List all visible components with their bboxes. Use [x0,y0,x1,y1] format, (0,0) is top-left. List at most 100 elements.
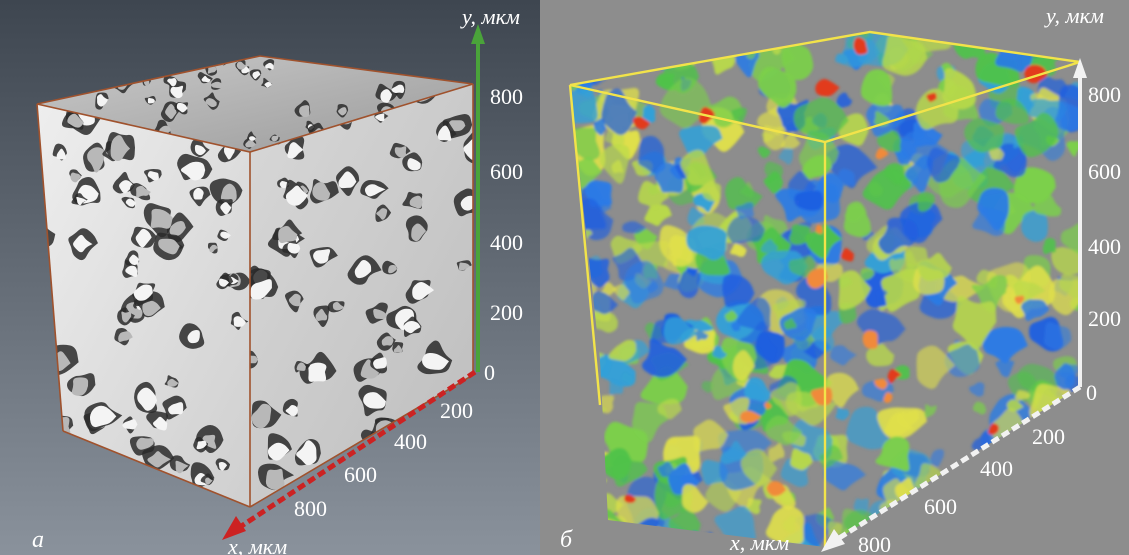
y-tick-600: 600 [1088,159,1121,184]
y-tick-0: 0 [1086,380,1097,405]
pore-wall [76,196,87,206]
pore-wall [165,104,177,120]
pore-wall [202,434,217,449]
high-density-spot [988,423,999,435]
volume-blob [731,107,747,124]
high-density-spot [740,410,762,423]
pore-wall [394,146,407,158]
volume-blob [678,269,701,299]
x-tick-200: 200 [1032,424,1065,449]
volume-blob [1054,101,1080,132]
volume-blob [915,88,959,130]
pore-wall [187,330,200,344]
pore-wall [312,182,331,201]
pore-wall [205,98,217,108]
volume-blob [757,146,771,159]
volume-blob [682,484,709,513]
pore-wall [360,359,382,379]
pore-wall [338,171,357,189]
pore-wall [89,405,117,428]
volume-blob [601,88,637,135]
high-density-spot [875,148,889,160]
pore-wall [236,61,247,70]
volume-blob [732,350,755,382]
pore-wall [176,102,188,113]
pore-wall [364,184,386,197]
volume-blob [1044,322,1072,350]
volume-blob [930,449,945,467]
y-tick-800: 800 [1088,82,1121,107]
pore-wall [373,308,387,320]
pore-wall [143,79,150,87]
pore-wall [67,113,85,128]
high-density-spot [815,79,840,97]
pore-wall [209,244,218,253]
pore-wall [196,440,207,450]
pore-wall [122,419,138,430]
volume-blob [726,216,766,245]
volume-blob [1013,167,1056,204]
volume-blob [680,149,716,187]
panel-a-letter: а [32,527,44,553]
volume-blob [838,270,872,310]
x-tick-800: 800 [294,496,327,521]
volume-blob [609,379,624,395]
x-axis-arrowhead [821,529,845,552]
pore-wall [380,89,392,104]
x-tick-200: 200 [440,398,473,423]
y-tick-600: 600 [490,159,523,184]
pore-wall [391,84,405,94]
volume-blob [913,121,943,148]
pore-wall [170,85,184,99]
y-axis-arrowhead [471,24,485,44]
volume-blob [601,282,617,296]
volume-blob [731,321,742,332]
volume-blob [657,398,682,420]
high-density-spot [887,369,902,384]
high-density-spot [862,330,878,349]
pore-wall [252,71,261,79]
volume-blob [608,339,637,362]
x-tick-400: 400 [394,429,427,454]
volume-blob [730,243,747,257]
pore-wall [403,320,421,334]
pore-wall [409,195,423,209]
pore-wall [210,81,224,89]
pore-wall [147,171,159,181]
volume-blob [624,260,665,304]
volume-blob [722,274,755,308]
pore-wall [233,316,246,327]
pore-wall [87,147,105,173]
volume-blob [570,127,600,161]
pore-wall [119,180,134,194]
pore-wall [313,249,331,264]
x-tick-600: 600 [344,462,377,487]
high-density-spot [632,116,651,130]
pore-wall [463,137,473,161]
pore-wall [265,62,274,70]
volume-blob [1014,112,1059,158]
y-tick-800: 800 [490,84,523,109]
volume-blob [640,366,688,405]
volume-blob [827,521,843,538]
volume-blob [877,130,902,153]
volume-blob [779,307,817,341]
y-tick-400: 400 [1088,234,1121,259]
pore-wall [264,81,272,88]
pore [250,350,258,369]
pore-wall [71,377,89,396]
volume-blob [570,88,598,124]
x-axis-line [238,369,477,530]
high-density-spot [806,268,828,289]
volume-render-blobs [570,32,1080,547]
pore-wall [373,357,387,369]
pore-wall [118,331,133,342]
high-density-spot [766,481,787,497]
pore-wall [150,208,173,229]
volume-blob [917,252,952,282]
volume-blob [1059,273,1080,300]
volume-blob [590,291,619,315]
panel-a-svg: y, мкм 800 600 400 200 0 x, мкм 200 400 … [0,0,540,555]
volume-blob [735,202,754,219]
